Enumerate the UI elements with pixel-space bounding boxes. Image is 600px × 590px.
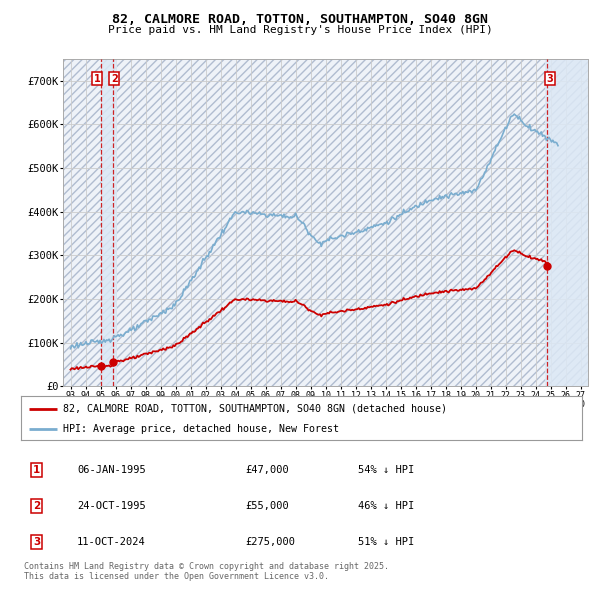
Text: 11-OCT-2024: 11-OCT-2024 [77, 537, 146, 548]
Text: 24-OCT-1995: 24-OCT-1995 [77, 502, 146, 512]
Text: £47,000: £47,000 [245, 466, 289, 475]
Text: Price paid vs. HM Land Registry's House Price Index (HPI): Price paid vs. HM Land Registry's House … [107, 25, 493, 35]
Text: 1: 1 [94, 74, 100, 84]
Text: 3: 3 [547, 74, 554, 84]
Text: 3: 3 [33, 537, 40, 548]
Text: HPI: Average price, detached house, New Forest: HPI: Average price, detached house, New … [63, 424, 339, 434]
Bar [545, 59, 588, 386]
Text: 2: 2 [33, 502, 40, 512]
Text: £55,000: £55,000 [245, 502, 289, 512]
Text: 51% ↓ HPI: 51% ↓ HPI [358, 537, 414, 548]
Text: £275,000: £275,000 [245, 537, 295, 548]
Text: Contains HM Land Registry data © Crown copyright and database right 2025.
This d: Contains HM Land Registry data © Crown c… [24, 562, 389, 581]
Text: 2: 2 [111, 74, 118, 84]
Text: 82, CALMORE ROAD, TOTTON, SOUTHAMPTON, SO40 8GN (detached house): 82, CALMORE ROAD, TOTTON, SOUTHAMPTON, S… [63, 404, 447, 414]
Bar [101, 59, 117, 386]
Text: 82, CALMORE ROAD, TOTTON, SOUTHAMPTON, SO40 8GN: 82, CALMORE ROAD, TOTTON, SOUTHAMPTON, S… [112, 13, 488, 26]
Text: 1: 1 [33, 466, 40, 475]
Text: 46% ↓ HPI: 46% ↓ HPI [358, 502, 414, 512]
Text: 54% ↓ HPI: 54% ↓ HPI [358, 466, 414, 475]
Text: 06-JAN-1995: 06-JAN-1995 [77, 466, 146, 475]
